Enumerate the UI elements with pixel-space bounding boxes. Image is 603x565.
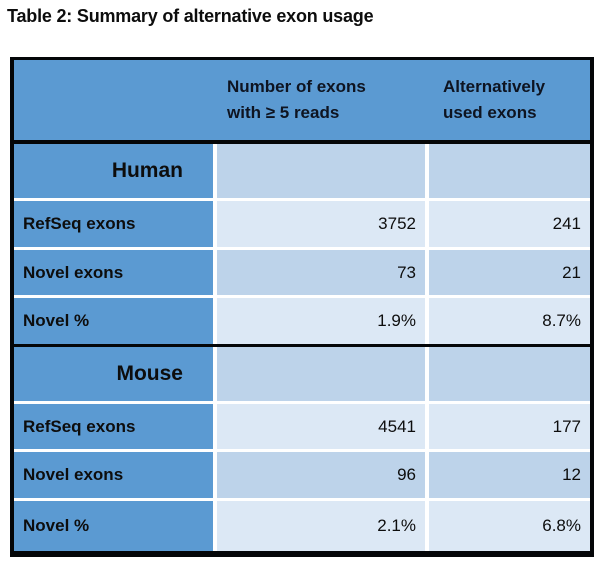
- table-row: Novel exons 96 12: [14, 452, 590, 498]
- column-header-empty: [14, 60, 217, 140]
- column-header-line: Alternatively: [443, 77, 546, 96]
- cell-exons-5reads: 3752: [217, 201, 425, 247]
- section-row-human: Human: [14, 144, 590, 198]
- row-divider: [14, 247, 590, 250]
- row-divider: [14, 198, 590, 201]
- row-label: Novel %: [14, 298, 213, 344]
- row-label: RefSeq exons: [14, 201, 213, 247]
- row-label: RefSeq exons: [14, 404, 213, 449]
- cell-alt-used: 8.7%: [429, 298, 590, 344]
- column-header-exons-5reads: Number of exons with ≥ 5 reads: [217, 60, 429, 140]
- section-label: Mouse: [14, 347, 213, 401]
- cell-exons-5reads: 4541: [217, 404, 425, 449]
- section-divider: [14, 140, 590, 144]
- table-row: Novel exons 73 21: [14, 250, 590, 295]
- column-header-line: Number of exons: [227, 77, 366, 96]
- section-empty-cell: [429, 347, 590, 401]
- column-header-line: used exons: [443, 103, 537, 122]
- table-row: Novel % 2.1% 6.8%: [14, 501, 590, 551]
- table-header-row: Number of exons with ≥ 5 reads Alternati…: [14, 60, 590, 140]
- row-label: Novel %: [14, 501, 213, 551]
- column-header-alt-used: Alternatively used exons: [429, 60, 590, 140]
- section-empty-cell: [217, 144, 425, 198]
- table-row: Novel % 1.9% 8.7%: [14, 298, 590, 344]
- section-label: Human: [14, 144, 213, 198]
- cell-alt-used: 177: [429, 404, 590, 449]
- row-label: Novel exons: [14, 250, 213, 295]
- cell-exons-5reads: 2.1%: [217, 501, 425, 551]
- section-divider: [14, 344, 590, 347]
- cell-alt-used: 12: [429, 452, 590, 498]
- section-row-mouse: Mouse: [14, 347, 590, 401]
- row-divider: [14, 449, 590, 452]
- row-divider: [14, 295, 590, 298]
- cell-exons-5reads: 73: [217, 250, 425, 295]
- column-header-line: with ≥ 5 reads: [227, 103, 340, 122]
- exon-usage-table: Number of exons with ≥ 5 reads Alternati…: [10, 57, 594, 557]
- row-divider: [14, 498, 590, 501]
- cell-alt-used: 241: [429, 201, 590, 247]
- table-row: RefSeq exons 3752 241: [14, 201, 590, 247]
- table-row: RefSeq exons 4541 177: [14, 404, 590, 449]
- page-title: Table 2: Summary of alternative exon usa…: [7, 6, 374, 26]
- cell-exons-5reads: 96: [217, 452, 425, 498]
- cell-alt-used: 6.8%: [429, 501, 590, 551]
- cell-alt-used: 21: [429, 250, 590, 295]
- row-label: Novel exons: [14, 452, 213, 498]
- row-divider: [14, 401, 590, 404]
- cell-exons-5reads: 1.9%: [217, 298, 425, 344]
- section-empty-cell: [217, 347, 425, 401]
- section-empty-cell: [429, 144, 590, 198]
